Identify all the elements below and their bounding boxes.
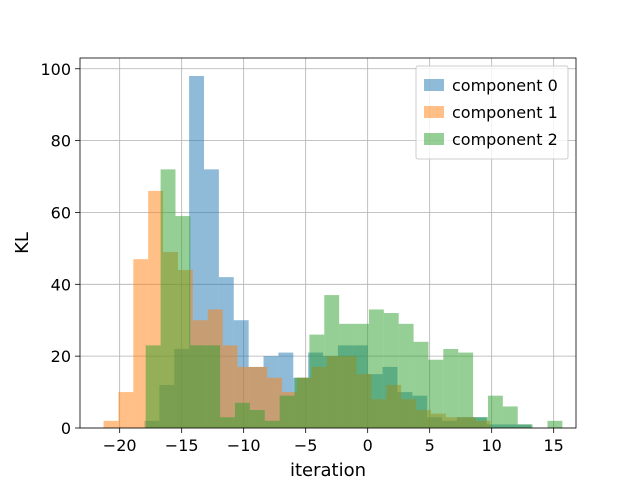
histogram-bar bbox=[398, 323, 414, 428]
histogram-bar bbox=[249, 410, 265, 428]
histogram-bar bbox=[487, 395, 503, 428]
x-tick-label: 0 bbox=[363, 436, 373, 455]
histogram-bar bbox=[103, 420, 119, 428]
histogram-bar bbox=[309, 334, 325, 428]
histogram-bar bbox=[443, 348, 459, 428]
histogram-bar bbox=[235, 402, 250, 428]
plot-area-frame bbox=[79, 57, 577, 429]
x-tick-label: 5 bbox=[425, 436, 435, 455]
legend-label: component 2 bbox=[452, 130, 558, 149]
legend-item: component 1 bbox=[424, 103, 558, 122]
histogram-bar bbox=[547, 420, 563, 428]
y-tick-label: 60 bbox=[51, 203, 71, 222]
histogram-bar bbox=[220, 417, 235, 428]
histogram-bar bbox=[368, 309, 384, 428]
legend-swatch bbox=[424, 106, 444, 118]
histogram-bar bbox=[145, 345, 161, 428]
legend-swatch bbox=[424, 133, 444, 145]
legend-label: component 0 bbox=[452, 76, 558, 95]
y-tick-label: 100 bbox=[40, 60, 71, 79]
histogram-bar bbox=[502, 406, 518, 428]
histogram-bar bbox=[413, 341, 429, 428]
histogram-bar bbox=[267, 377, 283, 428]
x-tick-label: −15 bbox=[165, 436, 199, 455]
histogram-bar bbox=[160, 169, 176, 428]
histogram-bar bbox=[118, 392, 134, 428]
histogram-bar bbox=[473, 417, 488, 428]
x-axis-label: iteration bbox=[290, 460, 366, 480]
histogram-bar bbox=[205, 345, 221, 428]
x-tick-label: −10 bbox=[227, 436, 261, 455]
histogram-bar bbox=[294, 377, 310, 428]
y-tick-label: 40 bbox=[51, 275, 71, 294]
histogram-bar bbox=[264, 420, 280, 428]
series-2-bars bbox=[145, 169, 563, 428]
y-axis-label: KL bbox=[12, 232, 33, 254]
histogram-bar bbox=[324, 295, 340, 428]
histogram-bar bbox=[279, 395, 295, 428]
legend-item: component 0 bbox=[424, 76, 558, 95]
x-tick-label: 10 bbox=[482, 436, 502, 455]
histogram-bar bbox=[517, 424, 533, 428]
legend-label: component 1 bbox=[452, 103, 558, 122]
bars bbox=[103, 75, 563, 428]
legend-item: component 2 bbox=[424, 130, 558, 149]
histogram-bar bbox=[175, 216, 191, 428]
histogram-bar bbox=[133, 259, 149, 428]
histogram-bar bbox=[354, 323, 369, 428]
histogram-bar bbox=[428, 359, 444, 428]
x-tick-label: −20 bbox=[103, 436, 137, 455]
histogram-bar bbox=[222, 345, 238, 428]
histogram-bar bbox=[339, 323, 355, 428]
histogram-bar bbox=[458, 352, 474, 428]
legend-box bbox=[415, 65, 569, 160]
x-tick-label: −5 bbox=[294, 436, 318, 455]
histogram-bar bbox=[383, 313, 399, 428]
legend: component 0 component 1 component 2 bbox=[415, 65, 569, 160]
x-tick-label: 15 bbox=[544, 436, 564, 455]
legend-swatch bbox=[424, 79, 444, 91]
histogram-bar bbox=[190, 345, 206, 428]
y-tick-label: 0 bbox=[61, 419, 71, 438]
axis-ticks: −20 −15 −10 −5 0 5 10 15 0 20 40 60 80 100 bbox=[40, 60, 563, 455]
y-tick-label: 80 bbox=[51, 132, 71, 151]
y-tick-label: 20 bbox=[51, 347, 71, 366]
